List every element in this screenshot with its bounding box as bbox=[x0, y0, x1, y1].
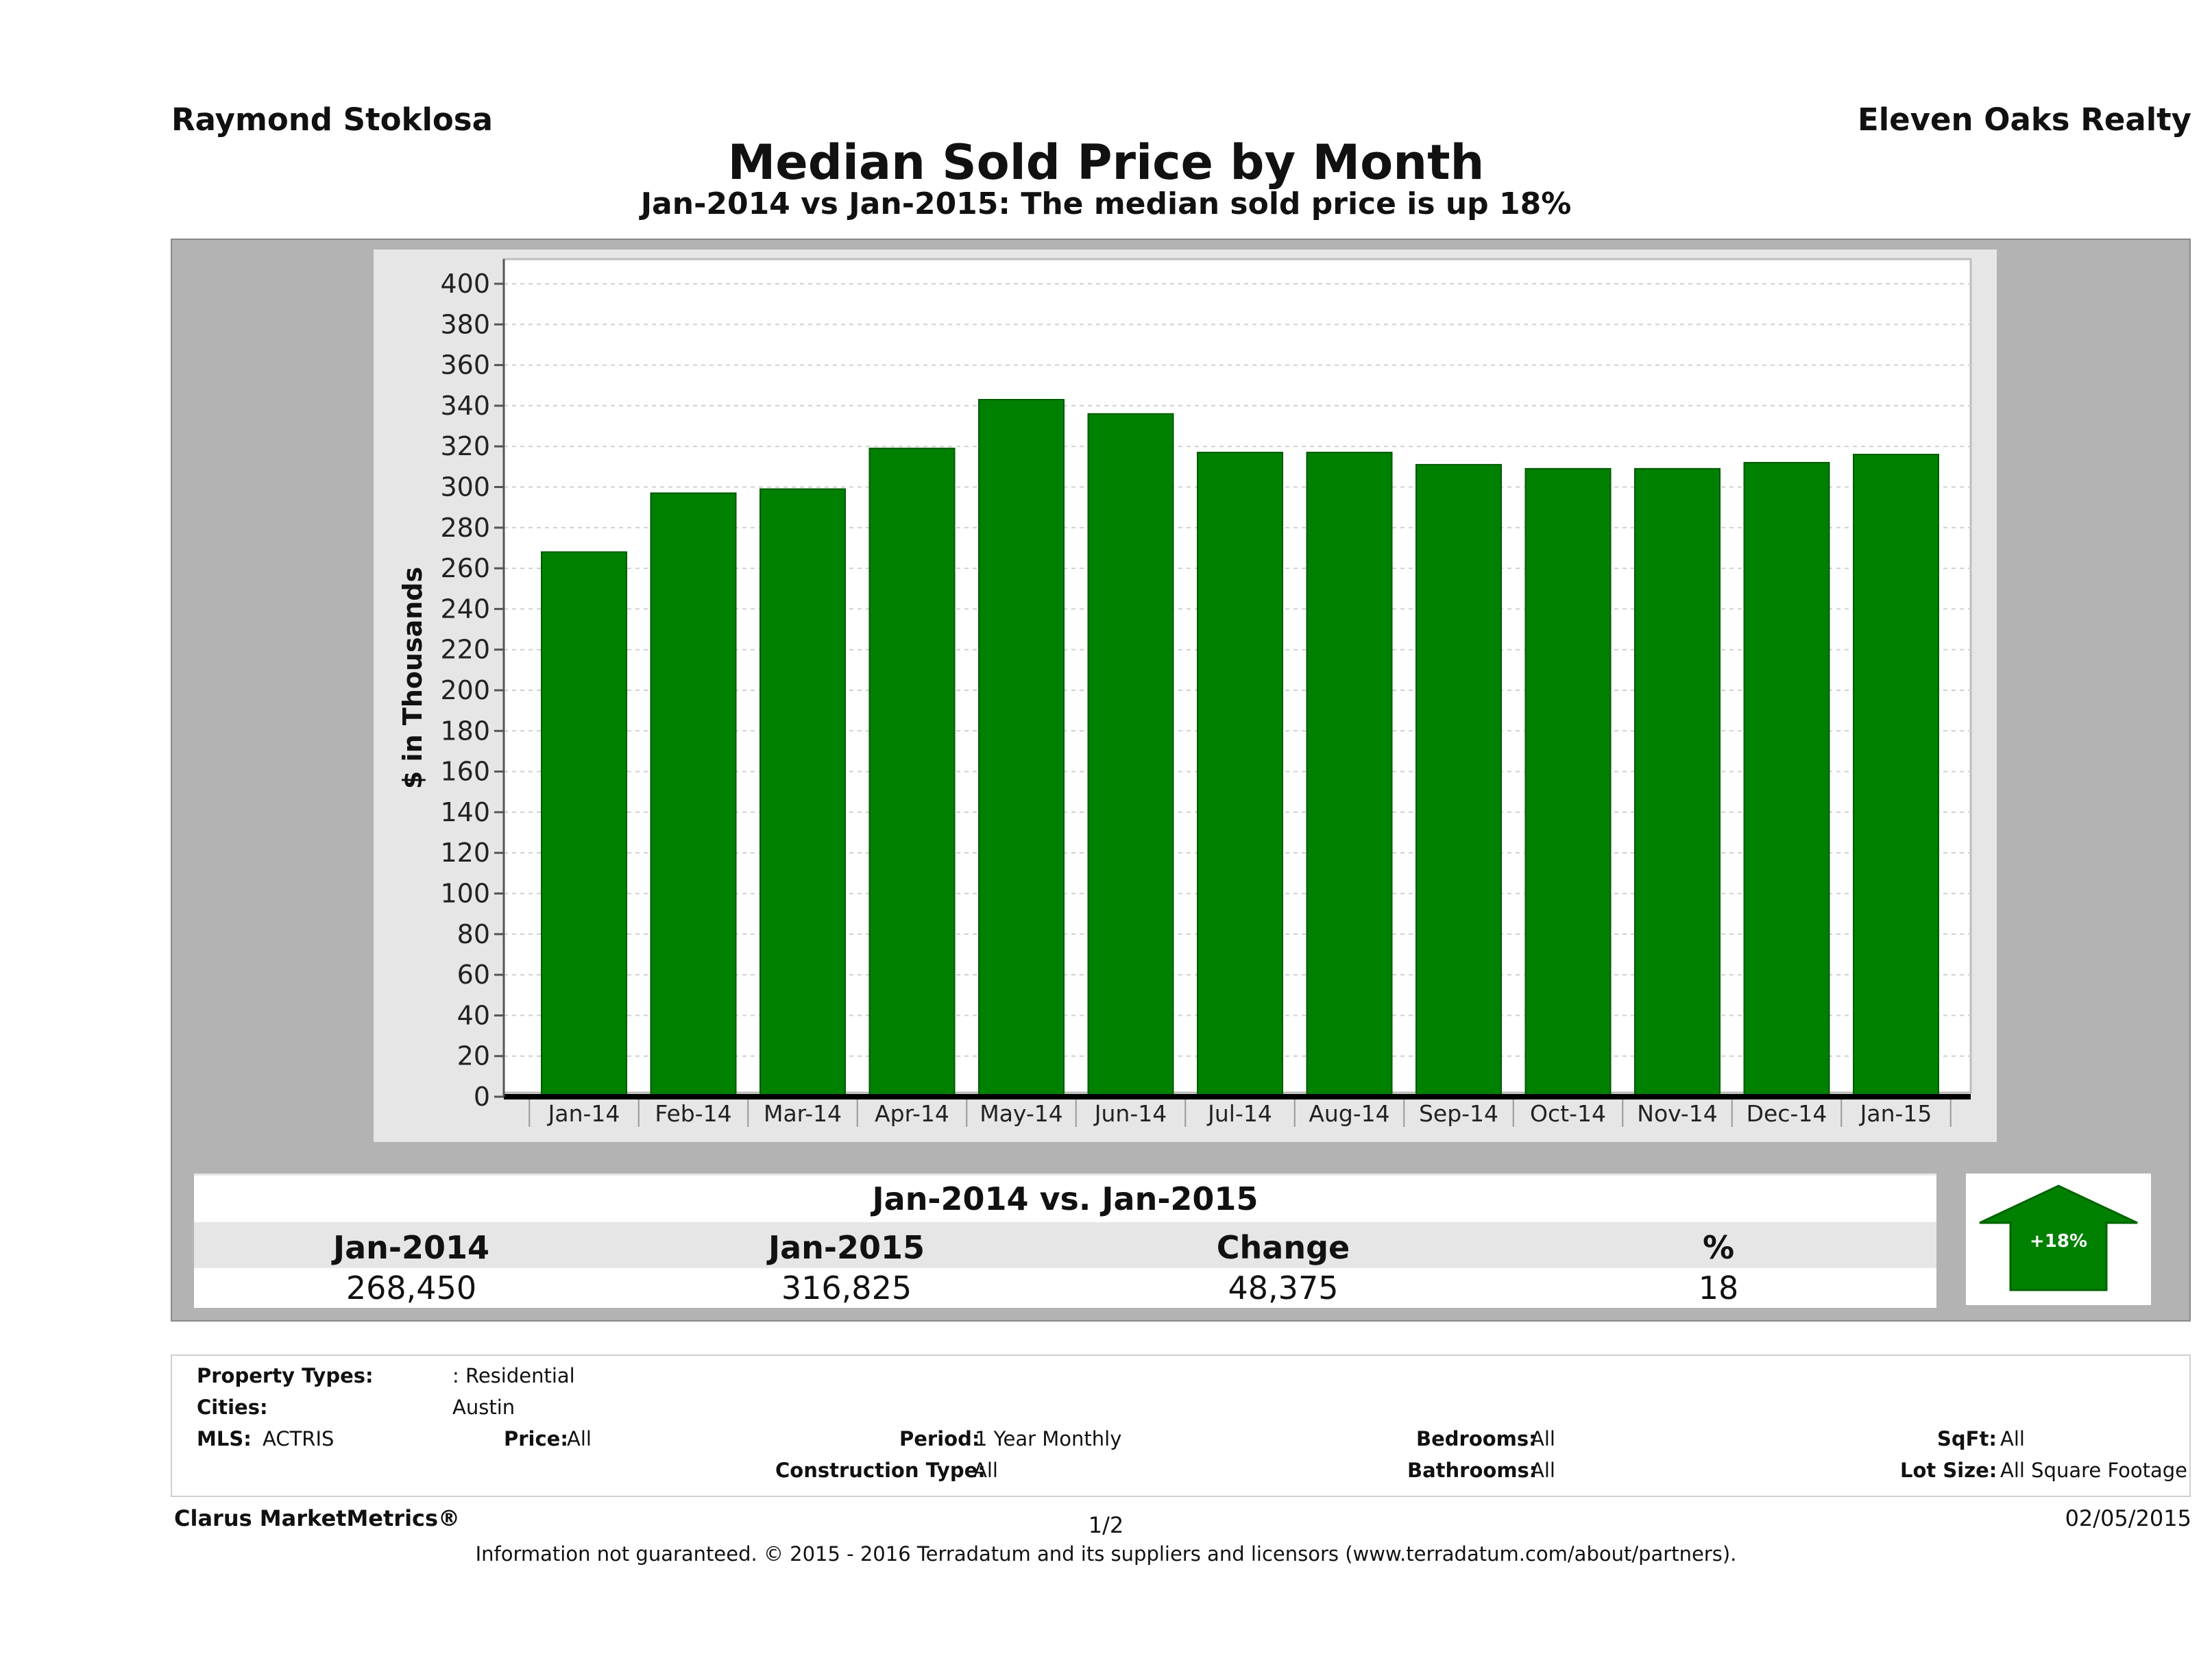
y-tick-label: 60 bbox=[457, 960, 490, 990]
summary-title: Jan-2014 vs. Jan-2015 bbox=[194, 1176, 1936, 1222]
summary-header-percent: % bbox=[1702, 1229, 1735, 1266]
y-tick-label: 360 bbox=[440, 350, 490, 380]
x-tick-label: Dec-14 bbox=[1747, 1100, 1827, 1127]
bar-jan-15 bbox=[1853, 454, 1939, 1097]
y-tick-label: 180 bbox=[440, 716, 490, 746]
agent-name: Raymond Stoklosa bbox=[171, 101, 493, 138]
y-tick-label: 280 bbox=[440, 513, 490, 543]
y-tick-label: 380 bbox=[440, 309, 490, 339]
y-tick-label: 20 bbox=[457, 1041, 490, 1071]
construction-type-label: Construction Type: bbox=[775, 1459, 986, 1482]
bathrooms-label: Bathrooms: bbox=[1407, 1459, 1538, 1482]
x-tick-label: Jan-14 bbox=[547, 1100, 620, 1127]
price-value: All bbox=[567, 1427, 592, 1450]
y-tick-label: 320 bbox=[440, 431, 490, 461]
period-value: 1 Year Monthly bbox=[975, 1427, 1122, 1450]
y-tick-label: 40 bbox=[457, 1000, 490, 1030]
y-tick-label: 0 bbox=[474, 1082, 490, 1112]
disclaimer: Information not guaranteed. © 2015 - 201… bbox=[475, 1542, 1737, 1566]
sqft-label: SqFt: bbox=[1937, 1427, 1997, 1450]
summary-header-change: Change bbox=[1216, 1229, 1350, 1266]
brokerage-name: Eleven Oaks Realty bbox=[1857, 101, 2191, 138]
bar-sep-14 bbox=[1415, 463, 1502, 1097]
bar-jul-14 bbox=[1197, 452, 1283, 1098]
summary-value-jan2015: 316,825 bbox=[781, 1269, 912, 1306]
x-tick-label: Sep-14 bbox=[1419, 1100, 1498, 1127]
summary-values-row bbox=[194, 1268, 1936, 1308]
y-tick-label: 260 bbox=[440, 553, 490, 583]
lot-size-value: All Square Footage bbox=[2000, 1459, 2188, 1482]
x-tick-label: Nov-14 bbox=[1637, 1100, 1717, 1127]
bar-oct-14 bbox=[1524, 467, 1612, 1097]
y-tick-label: 220 bbox=[440, 635, 490, 665]
x-tick-label: Aug-14 bbox=[1309, 1100, 1389, 1127]
y-tick-label: 300 bbox=[440, 472, 490, 502]
sqft-value: All bbox=[2000, 1427, 2025, 1450]
x-tick-label: Jan-15 bbox=[1859, 1100, 1932, 1127]
property-types-label: Property Types: bbox=[197, 1364, 374, 1387]
chart-title: Median Sold Price by Month bbox=[727, 134, 1485, 191]
y-tick-label: 80 bbox=[457, 919, 490, 949]
bar-chart: 0 20 40 60 80 100 120 140 160 180 200 220 240 260 280 3… bbox=[398, 258, 1972, 1127]
x-tick-label: May-14 bbox=[980, 1100, 1063, 1127]
construction-type-value: All bbox=[973, 1459, 998, 1482]
bar-may-14 bbox=[978, 399, 1065, 1097]
summary-value-change: 48,375 bbox=[1228, 1269, 1339, 1306]
bar-jan-14 bbox=[541, 551, 627, 1097]
y-tick-label: 100 bbox=[440, 879, 490, 909]
y-tick-label: 240 bbox=[440, 594, 490, 624]
y-tick-label: 160 bbox=[440, 757, 490, 787]
cities-label: Cities: bbox=[197, 1396, 268, 1419]
x-tick-label: Apr-14 bbox=[875, 1100, 949, 1127]
change-badge-label: +18% bbox=[2030, 1231, 2087, 1252]
up-arrow-icon bbox=[1979, 1184, 2138, 1291]
x-tick-label: Jun-14 bbox=[1093, 1100, 1167, 1127]
bar-apr-14 bbox=[868, 448, 956, 1098]
change-badge: +18% bbox=[1966, 1174, 2151, 1305]
bedrooms-label: Bedrooms: bbox=[1416, 1427, 1537, 1450]
y-tick-label: 120 bbox=[440, 838, 490, 868]
x-tick-label: Feb-14 bbox=[655, 1100, 731, 1127]
summary-value-jan2014: 268,450 bbox=[345, 1269, 477, 1306]
property-types-value: : Residential bbox=[452, 1364, 575, 1387]
y-tick-label: 140 bbox=[440, 797, 490, 827]
y-tick-label: 400 bbox=[440, 269, 490, 299]
filter-panel bbox=[171, 1354, 2191, 1497]
lot-size-label: Lot Size: bbox=[1900, 1459, 1997, 1482]
mls-label: MLS: bbox=[197, 1427, 252, 1450]
bar-nov-14 bbox=[1634, 467, 1721, 1097]
bar-aug-14 bbox=[1306, 452, 1393, 1098]
x-tick-label: Mar-14 bbox=[764, 1100, 842, 1127]
bathrooms-value: All bbox=[1531, 1459, 1555, 1482]
period-label: Period: bbox=[899, 1427, 980, 1450]
bedrooms-value: All bbox=[1531, 1427, 1555, 1450]
bar-jun-14 bbox=[1087, 413, 1174, 1097]
report-date: 02/05/2015 bbox=[2065, 1505, 2191, 1531]
mls-value: ACTRIS bbox=[263, 1427, 335, 1450]
summary-header-jan2014: Jan-2014 bbox=[332, 1229, 490, 1266]
footer-brand: Clarus MarketMetrics® bbox=[174, 1505, 461, 1531]
bar-dec-14 bbox=[1743, 461, 1830, 1098]
price-label: Price: bbox=[504, 1427, 568, 1450]
bar-mar-14 bbox=[759, 488, 846, 1097]
summary-header-jan2015: Jan-2015 bbox=[768, 1229, 925, 1266]
y-axis-label: $ in Thousands bbox=[398, 567, 428, 789]
bar-feb-14 bbox=[650, 492, 737, 1097]
chart-subtitle: Jan-2014 vs Jan-2015: The median sold pr… bbox=[640, 186, 1572, 221]
summary-value-percent: 18 bbox=[1698, 1269, 1739, 1306]
y-tick-label: 200 bbox=[440, 675, 490, 705]
cities-value: Austin bbox=[452, 1396, 515, 1419]
x-tick-label: Oct-14 bbox=[1530, 1100, 1606, 1127]
chart-area: 0 20 40 60 80 100 120 140 160 180 200 220 240 260 280 3… bbox=[374, 250, 1997, 1142]
y-tick-label: 340 bbox=[440, 391, 490, 421]
page-number: 1/2 bbox=[1088, 1512, 1124, 1538]
x-tick-label: Jul-14 bbox=[1206, 1100, 1272, 1127]
